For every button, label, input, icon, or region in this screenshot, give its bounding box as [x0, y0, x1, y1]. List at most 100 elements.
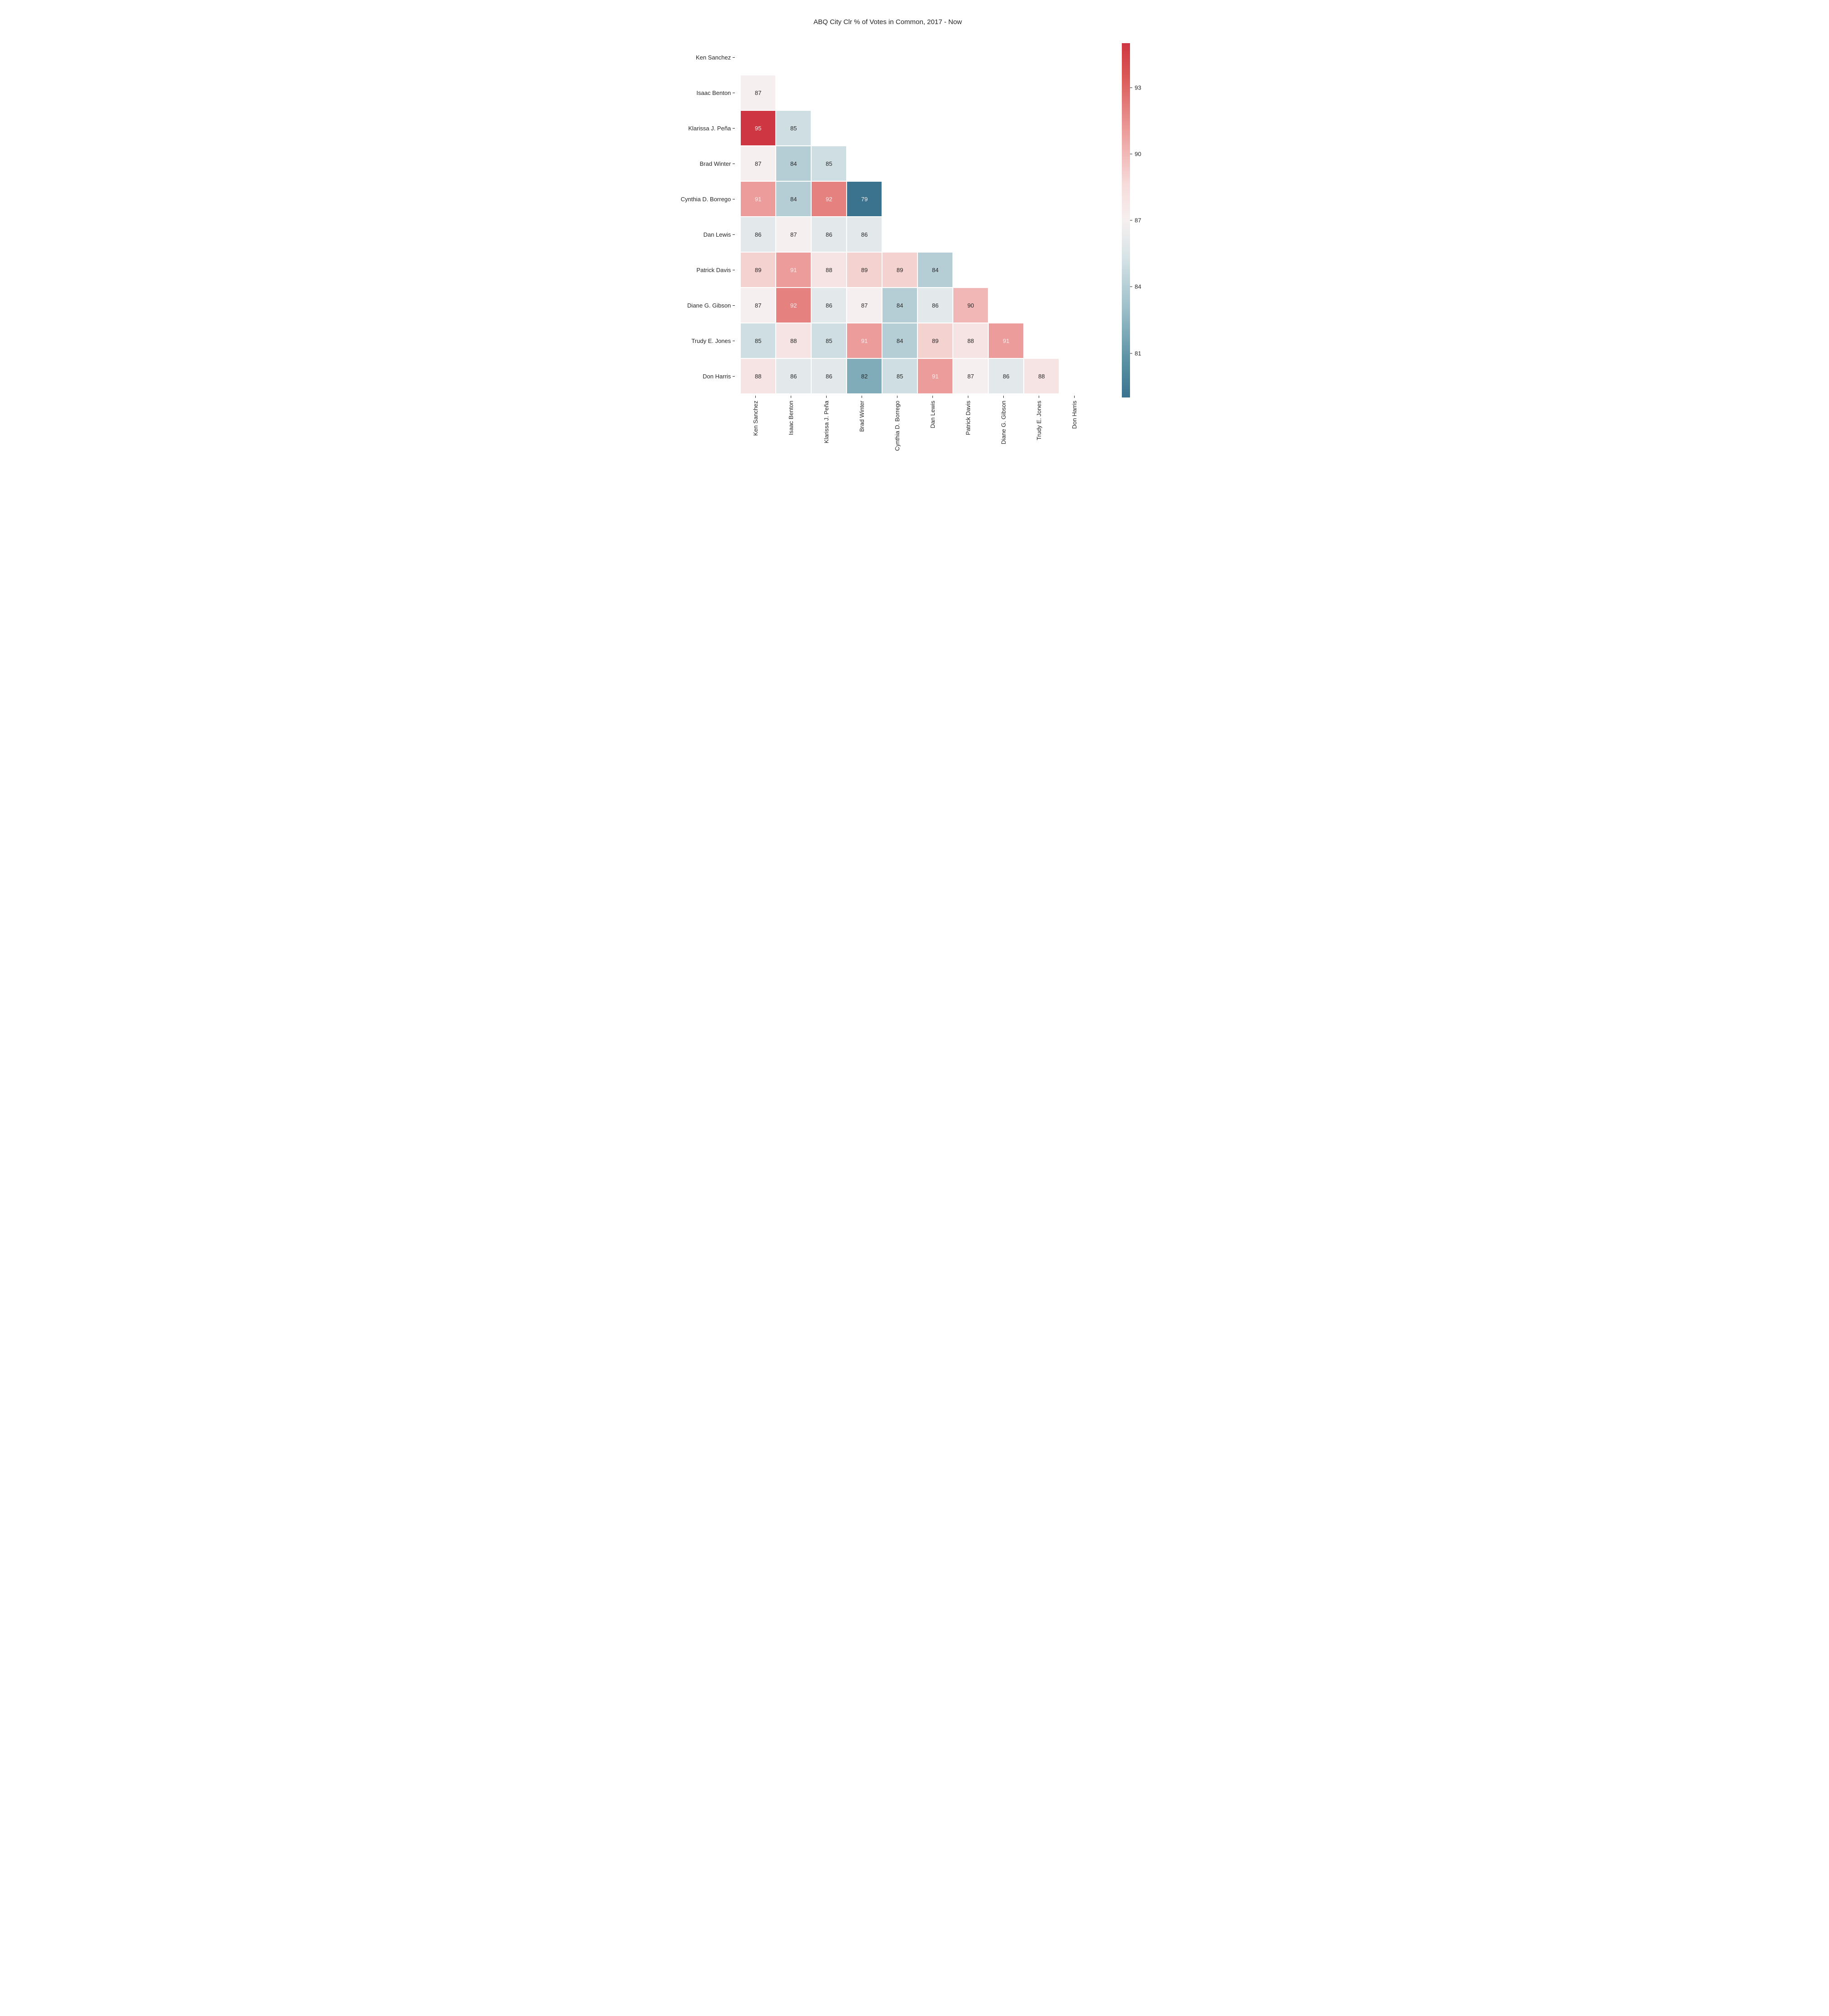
y-axis-label: Diane G. Gibson	[687, 288, 738, 323]
heatmap-cell: 85	[740, 323, 776, 358]
heatmap-cell	[988, 288, 1024, 323]
heatmap-cell: 89	[740, 252, 776, 288]
heatmap-cell	[882, 181, 917, 217]
heatmap-cell: 85	[776, 110, 811, 146]
heatmap-cell	[917, 146, 953, 181]
heatmap-cell: 85	[882, 358, 917, 394]
heatmap-cell: 91	[917, 358, 953, 394]
y-axis-label: Don Harris	[703, 358, 738, 394]
heatmap-cell	[847, 146, 882, 181]
y-axis-label: Cynthia D. Borrego	[681, 181, 738, 217]
heatmap-cell	[1059, 252, 1095, 288]
heatmap-cell	[917, 217, 953, 252]
heatmap-cell: 84	[776, 181, 811, 217]
heatmap-cell	[988, 252, 1024, 288]
heatmap-cell: 88	[740, 358, 776, 394]
heatmap-cell	[847, 75, 882, 110]
heatmap-cell: 86	[811, 217, 847, 252]
heatmap-cell: 86	[811, 358, 847, 394]
heatmap-cell: 85	[811, 146, 847, 181]
heatmap-cell	[1059, 288, 1095, 323]
heatmap-cell: 87	[776, 217, 811, 252]
x-axis-label: Trudy E. Jones	[1021, 396, 1057, 451]
heatmap-cell	[1059, 217, 1095, 252]
heatmap-cell	[811, 40, 847, 75]
heatmap-cell	[776, 75, 811, 110]
heatmap-cell	[811, 110, 847, 146]
heatmap-cell: 84	[776, 146, 811, 181]
heatmap-cell: 86	[740, 217, 776, 252]
heatmap-cell	[953, 75, 988, 110]
heatmap-cell: 86	[776, 358, 811, 394]
heatmap-cell: 86	[811, 288, 847, 323]
heatmap-cell	[1059, 75, 1095, 110]
heatmap-cell: 95	[740, 110, 776, 146]
heatmap-cell: 86	[847, 217, 882, 252]
heatmap-cell: 89	[847, 252, 882, 288]
heatmap-cell	[1059, 110, 1095, 146]
heatmap-cell	[1024, 110, 1059, 146]
heatmap-cell	[1024, 252, 1059, 288]
x-axis-labels: Ken SanchezIsaac BentonKlarissa J. PeñaB…	[681, 396, 1095, 451]
heatmap-cell: 87	[740, 288, 776, 323]
heatmap-cell	[953, 252, 988, 288]
heatmap-cell: 84	[882, 288, 917, 323]
heatmap-cell	[1024, 288, 1059, 323]
heatmap-cell	[953, 181, 988, 217]
heatmap-cell: 82	[847, 358, 882, 394]
x-axis-label: Don Harris	[1057, 396, 1092, 451]
heatmap-cell	[988, 75, 1024, 110]
y-axis-labels: Ken SanchezIsaac BentonKlarissa J. PeñaB…	[681, 40, 738, 394]
heatmap-cell	[988, 217, 1024, 252]
heatmap-cell	[988, 181, 1024, 217]
heatmap-cell	[1059, 181, 1095, 217]
heatmap-cell	[1024, 40, 1059, 75]
y-axis-label: Ken Sanchez	[696, 40, 738, 75]
heatmap-cell	[953, 110, 988, 146]
heatmap-cell: 91	[776, 252, 811, 288]
colorbar-tick: 81	[1130, 350, 1141, 357]
heatmap-cell	[988, 40, 1024, 75]
heatmap-cell	[1024, 146, 1059, 181]
y-axis-label: Brad Winter	[700, 146, 738, 181]
heatmap-cell	[1059, 40, 1095, 75]
x-axis-label: Klarissa J. Peña	[809, 396, 844, 451]
grid-container: Ken SanchezIsaac BentonKlarissa J. PeñaB…	[681, 40, 1095, 394]
heatmap-cell	[917, 110, 953, 146]
heatmap-cell: 86	[917, 288, 953, 323]
heatmap-cell	[1059, 146, 1095, 181]
heatmap-cell: 88	[776, 323, 811, 358]
heatmap-cell: 88	[953, 323, 988, 358]
colorbar-gradient	[1122, 43, 1130, 397]
heatmap-cell: 87	[847, 288, 882, 323]
x-axis-label: Ken Sanchez	[738, 396, 773, 451]
heatmap-cell: 84	[882, 323, 917, 358]
x-axis-label: Diane G. Gibson	[986, 396, 1021, 451]
heatmap-grid: 8795858784859184927986878686899188898984…	[740, 40, 1095, 394]
heatmap-cell: 91	[847, 323, 882, 358]
y-axis-label: Patrick Davis	[696, 252, 738, 288]
heatmap-cell	[776, 40, 811, 75]
heatmap-cell	[917, 75, 953, 110]
chart-container: ABQ City Clr % of Votes in Common, 2017 …	[18, 18, 1811, 451]
colorbar-tick: 90	[1130, 150, 1141, 157]
heatmap-cell	[847, 40, 882, 75]
heatmap-cell: 87	[953, 358, 988, 394]
heatmap-cell: 87	[740, 146, 776, 181]
heatmap-cell	[882, 40, 917, 75]
x-axis-label: Patrick Davis	[951, 396, 986, 451]
heatmap-cell	[988, 146, 1024, 181]
heatmap-cell: 92	[811, 181, 847, 217]
heatmap-cell	[917, 40, 953, 75]
heatmap-cell	[811, 75, 847, 110]
heatmap-cell	[1024, 217, 1059, 252]
heatmap-cell	[882, 217, 917, 252]
heatmap-cell	[1024, 181, 1059, 217]
heatmap-cell: 91	[740, 181, 776, 217]
heatmap-cell	[953, 217, 988, 252]
heatmap-cell	[917, 181, 953, 217]
heatmap-cell: 89	[882, 252, 917, 288]
y-axis-label: Dan Lewis	[704, 217, 738, 252]
heatmap-cell: 88	[1024, 358, 1059, 394]
heatmap-cell: 91	[988, 323, 1024, 358]
